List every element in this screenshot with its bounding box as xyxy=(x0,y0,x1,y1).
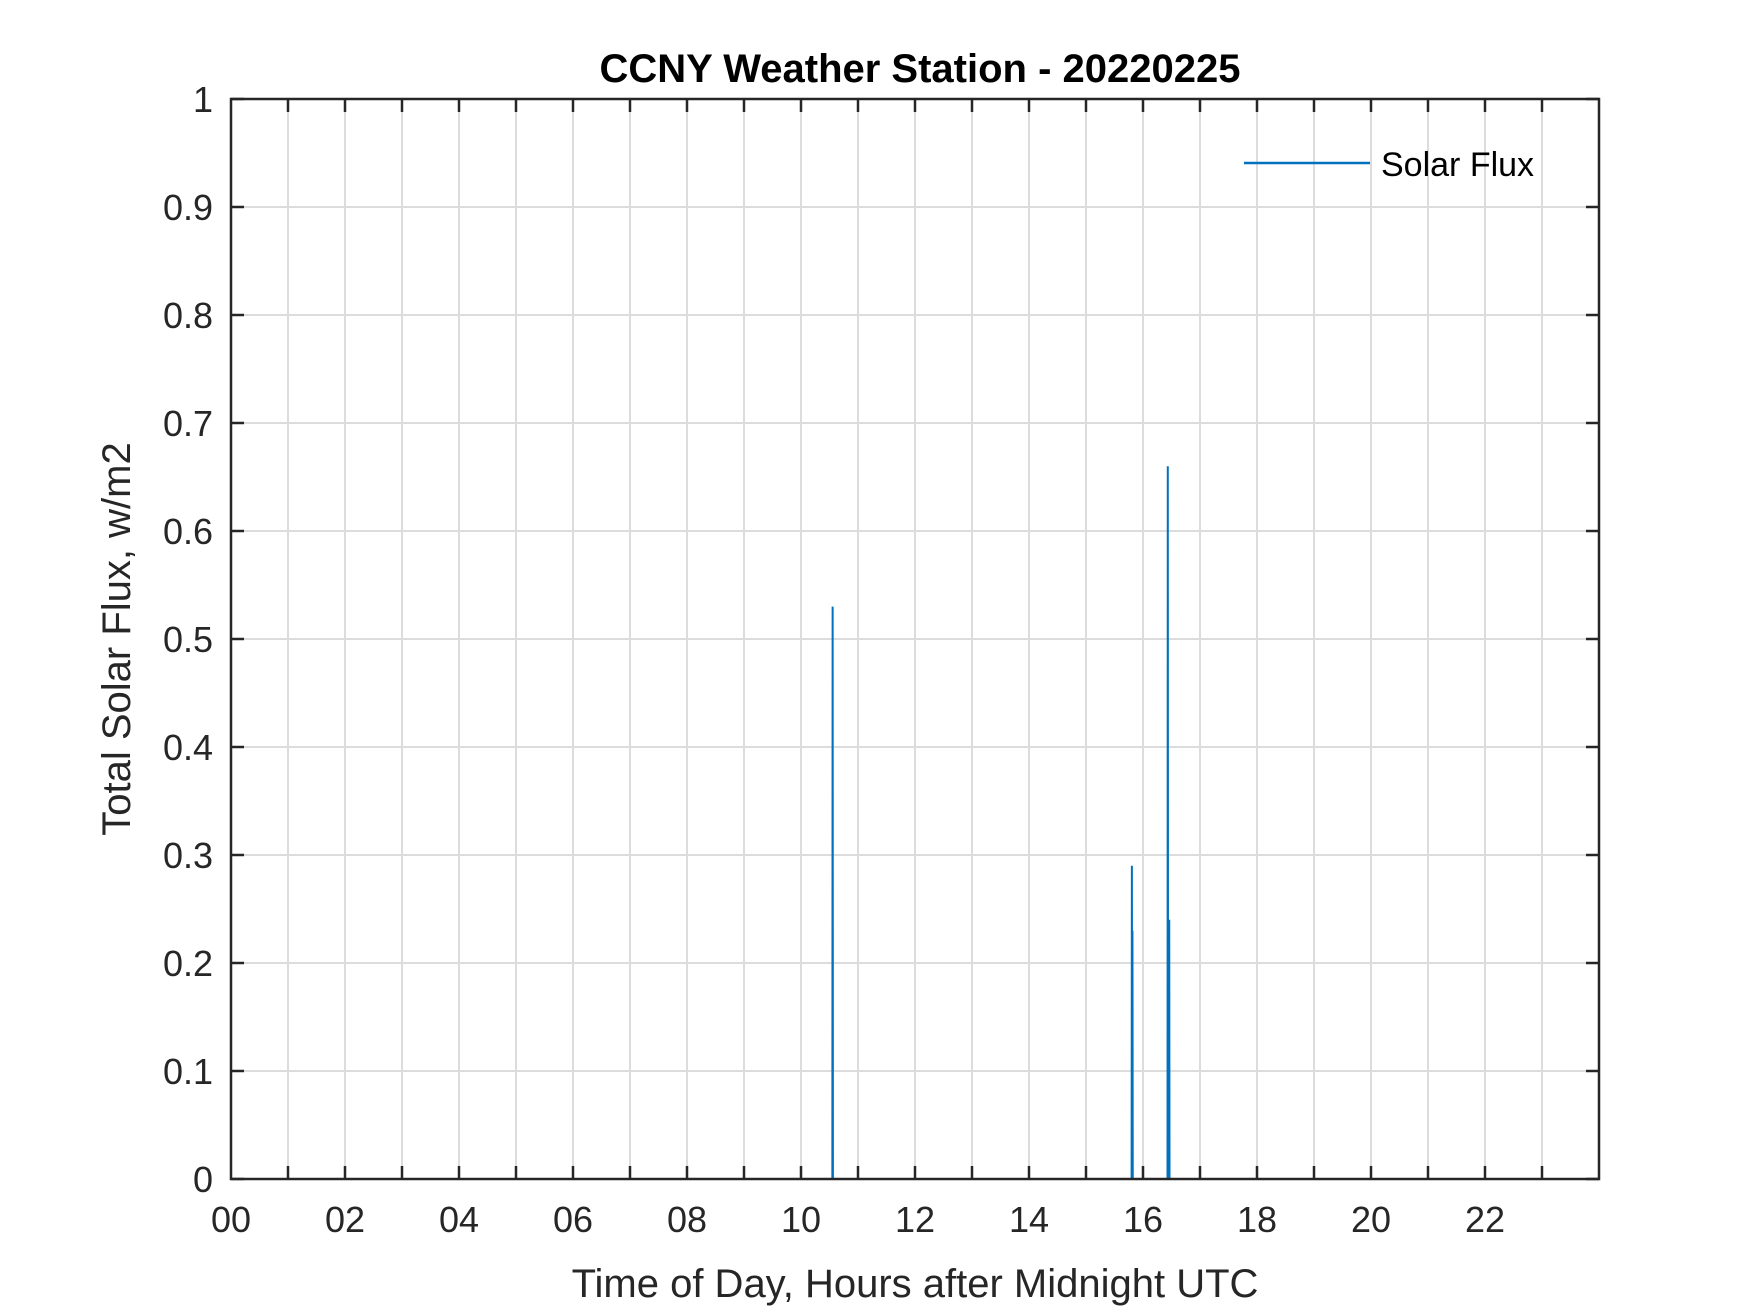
x-tick-label: 02 xyxy=(325,1199,365,1240)
y-tick-label: 1 xyxy=(193,79,213,120)
x-tick-label: 06 xyxy=(553,1199,593,1240)
y-tick-label: 0.1 xyxy=(163,1051,213,1092)
y-tick-label: 0.4 xyxy=(163,727,213,768)
y-tick-label: 0.7 xyxy=(163,403,213,444)
y-tick-label: 0.6 xyxy=(163,511,213,552)
x-tick-labels: 00 02 04 06 08 10 12 14 16 18 20 22 xyxy=(211,1199,1505,1240)
grid-lines xyxy=(231,99,1599,1179)
x-tick-label: 20 xyxy=(1351,1199,1391,1240)
y-tick-label: 0.3 xyxy=(163,835,213,876)
y-tick-label: 0.2 xyxy=(163,943,213,984)
x-tick-label: 12 xyxy=(895,1199,935,1240)
x-axis-label: Time of Day, Hours after Midnight UTC xyxy=(572,1262,1259,1306)
tick-marks xyxy=(231,97,1599,1181)
x-tick-label: 08 xyxy=(667,1199,707,1240)
x-tick-label: 16 xyxy=(1123,1199,1163,1240)
x-tick-label: 18 xyxy=(1237,1199,1277,1240)
x-tick-label: 04 xyxy=(439,1199,479,1240)
y-tick-label: 0.8 xyxy=(163,295,213,336)
legend: Solar Flux xyxy=(1244,146,1534,184)
chart-title: CCNY Weather Station - 20220225 xyxy=(600,47,1241,91)
legend-label-solar-flux: Solar Flux xyxy=(1381,146,1534,184)
y-tick-label: 0.5 xyxy=(163,619,213,660)
y-tick-labels: 0 0.1 0.2 0.3 0.4 0.5 0.6 0.7 0.8 0.9 1 xyxy=(163,79,213,1200)
y-axis-label: Total Solar Flux, w/m2 xyxy=(95,442,139,835)
y-tick-label: 0.9 xyxy=(163,187,213,228)
x-tick-label: 00 xyxy=(211,1199,251,1240)
x-tick-label: 10 xyxy=(781,1199,821,1240)
x-tick-label: 14 xyxy=(1009,1199,1049,1240)
y-tick-label: 0 xyxy=(193,1159,213,1200)
x-tick-label: 22 xyxy=(1465,1199,1505,1240)
